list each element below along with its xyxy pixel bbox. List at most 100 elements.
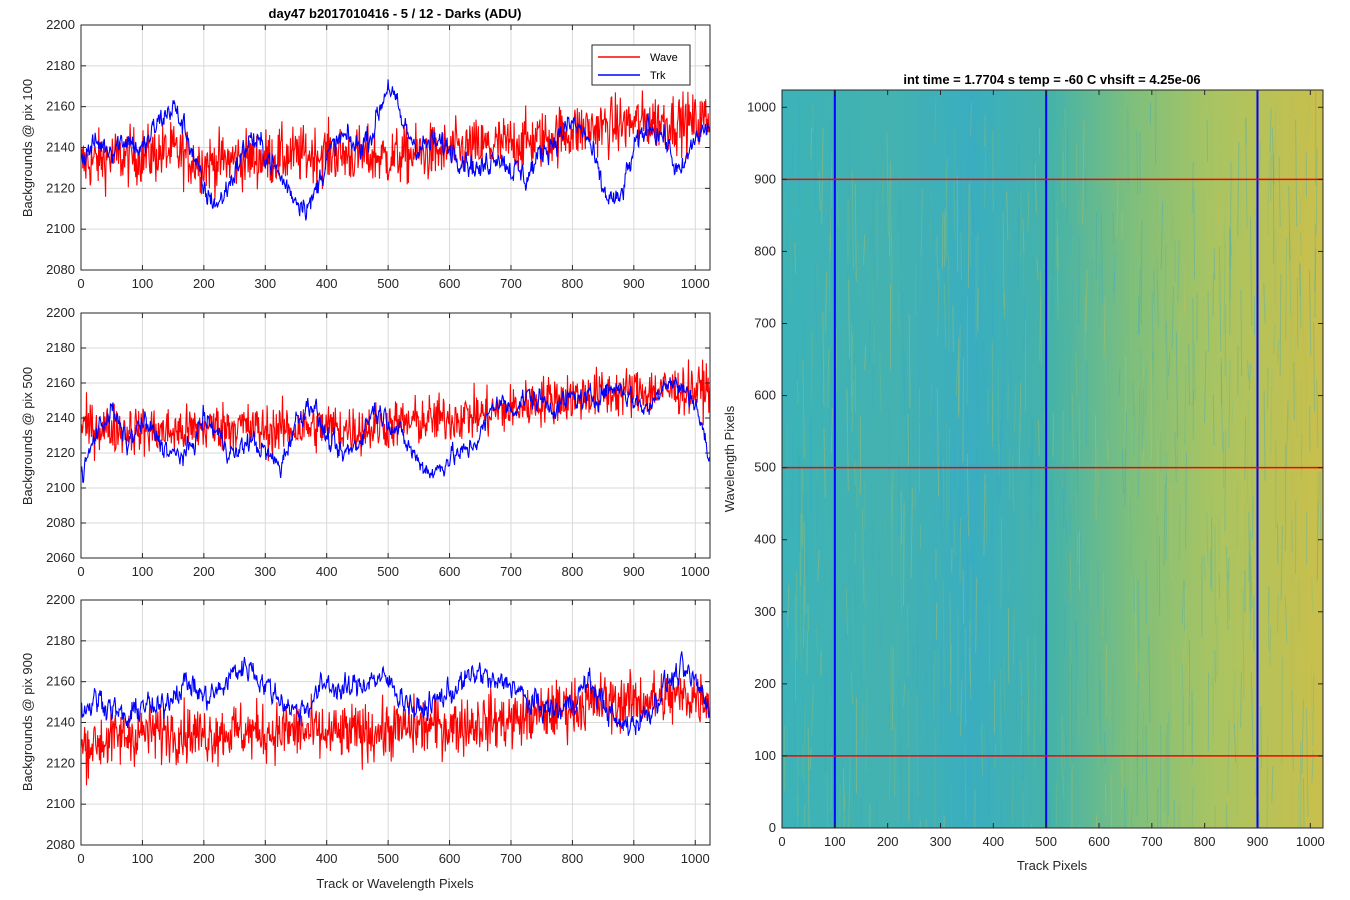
heatmap-texture bbox=[879, 350, 882, 415]
heatmap-texture bbox=[1027, 637, 1030, 735]
heatmap-texture bbox=[810, 180, 813, 209]
heatmap-texture bbox=[1018, 382, 1022, 470]
heatmap-texture bbox=[815, 262, 819, 294]
heatmap-texture bbox=[1007, 382, 1009, 421]
heatmap-texture bbox=[814, 459, 817, 556]
heatmap-texture bbox=[797, 750, 799, 817]
y-axis-label-pix-500: Backgrounds @ pix 500 bbox=[20, 367, 35, 505]
heatmap-texture bbox=[1220, 365, 1224, 452]
heatmap-texture bbox=[1251, 663, 1254, 690]
heatmap-texture bbox=[1273, 106, 1277, 185]
heatmap-texture bbox=[1036, 257, 1039, 281]
heatmap-texture bbox=[1070, 279, 1073, 358]
x-tick-label: 0 bbox=[77, 564, 84, 579]
heatmap-texture bbox=[981, 326, 983, 367]
y-tick-label: 2100 bbox=[46, 480, 75, 495]
heatmap-texture bbox=[782, 398, 785, 477]
heatmap-texture bbox=[934, 240, 937, 263]
heatmap-texture bbox=[785, 578, 788, 679]
heatmap-texture bbox=[845, 666, 848, 749]
heatmap-texture bbox=[796, 378, 799, 404]
heatmap-texture bbox=[1173, 800, 1175, 828]
x-tick-label: 500 bbox=[377, 564, 399, 579]
heatmap-texture bbox=[851, 776, 853, 828]
heatmap-texture bbox=[1142, 387, 1144, 449]
heatmap-texture bbox=[1018, 142, 1021, 250]
heatmap-texture bbox=[1130, 720, 1133, 814]
heatmap-texture bbox=[855, 467, 859, 559]
heatmap-texture bbox=[962, 569, 965, 625]
heatmap-texture bbox=[1228, 94, 1231, 176]
heatmap-texture bbox=[1014, 203, 1016, 226]
heatmap-texture bbox=[1064, 107, 1067, 210]
heatmap-texture bbox=[863, 565, 866, 611]
heatmap-texture bbox=[1202, 771, 1205, 795]
heatmap-texture bbox=[943, 283, 947, 348]
heatmap-texture bbox=[924, 668, 927, 691]
heatmap-texture bbox=[1138, 179, 1141, 231]
heatmap-texture bbox=[1207, 290, 1210, 353]
heatmap-texture bbox=[848, 656, 851, 766]
x-tick-label: 200 bbox=[193, 276, 215, 291]
heatmap-texture bbox=[829, 152, 833, 260]
heatmap-texture bbox=[1152, 347, 1155, 441]
heatmap-texture bbox=[830, 642, 833, 702]
y-axis-label-pix-900: Backgrounds @ pix 900 bbox=[20, 653, 35, 791]
heatmap-texture bbox=[1119, 398, 1122, 477]
heatmap-texture bbox=[1203, 553, 1206, 582]
heatmap-texture bbox=[1078, 202, 1081, 238]
heatmap-texture bbox=[1005, 235, 1009, 338]
heatmap-texture bbox=[864, 502, 866, 596]
heatmap-texture bbox=[848, 755, 851, 828]
heatmap-texture bbox=[1123, 788, 1126, 828]
heatmap-texture bbox=[1160, 432, 1162, 472]
heatmap-texture bbox=[1022, 218, 1025, 252]
x-tick-label: 1000 bbox=[681, 276, 710, 291]
heatmap-texture bbox=[1012, 606, 1015, 667]
heatmap-texture bbox=[1170, 205, 1173, 250]
heatmap-texture bbox=[863, 234, 866, 266]
heatmap-texture bbox=[827, 178, 830, 229]
heatmap-texture bbox=[1166, 464, 1168, 536]
heatmap-texture bbox=[796, 748, 799, 817]
heatmap-texture bbox=[1010, 467, 1014, 503]
heatmap-texture bbox=[1166, 320, 1168, 401]
heatmap-texture bbox=[898, 456, 900, 539]
heatmap-texture bbox=[1239, 381, 1241, 410]
x-tick-label: 900 bbox=[623, 276, 645, 291]
heatmap-texture bbox=[1137, 389, 1141, 499]
y-tick-label: 2100 bbox=[46, 796, 75, 811]
heatmap-texture bbox=[905, 630, 908, 733]
legend-trk-label: Trk bbox=[650, 70, 666, 82]
y-tick-label: 2140 bbox=[46, 140, 75, 155]
heatmap-texture bbox=[1062, 463, 1065, 525]
heatmap-texture bbox=[1039, 467, 1042, 530]
y-tick-label: 2060 bbox=[46, 550, 75, 565]
line-plot-pix-900: 0 100 200 300 400 500 600 700 800 900 1000 2080 2100… bbox=[46, 592, 711, 866]
heatmap-texture bbox=[1065, 519, 1068, 542]
heatmap-texture bbox=[984, 133, 987, 210]
heatmap-texture bbox=[1263, 390, 1266, 481]
y-tick-label: 2140 bbox=[46, 410, 75, 425]
heatmap-texture bbox=[854, 462, 856, 486]
heatmap-texture bbox=[1319, 504, 1322, 540]
heatmap-texture bbox=[1003, 628, 1007, 663]
heatmap-texture bbox=[996, 439, 998, 531]
heatmap-texture bbox=[1085, 269, 1088, 332]
heatmap-texture bbox=[1098, 263, 1101, 328]
heatmap-texture bbox=[1031, 453, 1033, 491]
heatmap-texture bbox=[1314, 224, 1316, 292]
heatmap-texture bbox=[1034, 635, 1037, 678]
heatmap-texture bbox=[943, 213, 946, 250]
heatmap-texture bbox=[916, 644, 919, 689]
y-tick-label: 1000 bbox=[747, 99, 776, 114]
heatmap-texture bbox=[864, 426, 867, 466]
x-tick-label: 700 bbox=[500, 564, 522, 579]
heatmap-texture bbox=[1022, 694, 1024, 794]
heatmap-texture bbox=[969, 178, 971, 267]
heatmap-texture bbox=[932, 396, 936, 458]
heatmap-texture bbox=[1247, 359, 1250, 380]
heatmap-texture bbox=[923, 231, 926, 257]
heatmap-texture bbox=[1104, 733, 1106, 764]
y-tick-label: 2100 bbox=[46, 221, 75, 236]
